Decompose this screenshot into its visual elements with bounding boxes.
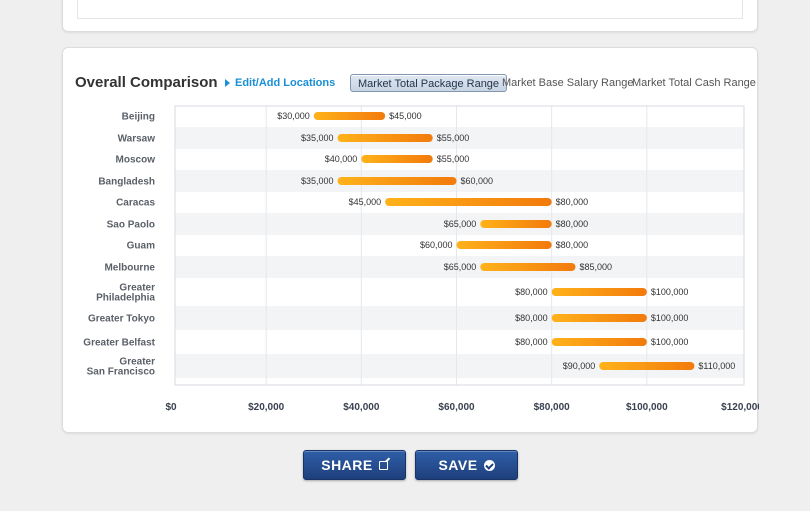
edit-locations-label: Edit/Add Locations bbox=[235, 77, 336, 89]
range-bar bbox=[385, 198, 552, 206]
low-value-label: $80,000 bbox=[515, 287, 548, 297]
overall-comparison-panel: Overall Comparison Edit/Add Locations Ma… bbox=[62, 47, 759, 433]
previous-panel-frame bbox=[77, 0, 743, 19]
category-label: Warsaw bbox=[118, 134, 156, 145]
category-label: Moscow bbox=[116, 155, 156, 166]
range-bar bbox=[551, 288, 647, 296]
x-tick-label: $0 bbox=[165, 402, 177, 413]
plot-frame bbox=[174, 105, 745, 386]
range-bar bbox=[337, 134, 433, 142]
row-stripe bbox=[175, 170, 744, 192]
range-bar bbox=[480, 263, 576, 271]
low-value-label: $40,000 bbox=[325, 154, 358, 164]
category-label: Melbourne bbox=[104, 263, 155, 274]
high-value-label: $100,000 bbox=[651, 337, 689, 347]
row-stripe bbox=[175, 127, 744, 149]
category-label: Greater bbox=[119, 357, 155, 368]
range-bar bbox=[313, 112, 386, 120]
low-value-label: $60,000 bbox=[420, 240, 453, 250]
range-bar bbox=[337, 177, 457, 185]
x-tick-label: $40,000 bbox=[343, 402, 380, 413]
tab-total-cash-range[interactable]: Market Total Cash Range bbox=[632, 77, 756, 89]
category-label: Philadelphia bbox=[96, 293, 155, 304]
high-value-label: $100,000 bbox=[651, 287, 689, 297]
category-label: Caracas bbox=[116, 198, 155, 209]
low-value-label: $80,000 bbox=[515, 313, 548, 323]
panel-header: Overall Comparison Edit/Add Locations Ma… bbox=[75, 74, 756, 94]
row-stripe bbox=[175, 306, 744, 330]
low-value-label: $65,000 bbox=[444, 219, 477, 229]
range-bar bbox=[480, 220, 552, 228]
high-value-label: $45,000 bbox=[389, 111, 422, 121]
x-tick-label: $20,000 bbox=[248, 402, 285, 413]
low-value-label: $45,000 bbox=[349, 197, 382, 207]
x-tick-label: $60,000 bbox=[438, 402, 475, 413]
check-circle-icon bbox=[483, 459, 495, 471]
high-value-label: $80,000 bbox=[556, 219, 589, 229]
high-value-label: $55,000 bbox=[437, 154, 470, 164]
high-value-label: $80,000 bbox=[556, 240, 589, 250]
x-tick-label: $120,000 bbox=[721, 402, 759, 413]
high-value-label: $80,000 bbox=[556, 197, 589, 207]
category-label: Sao Paolo bbox=[107, 220, 155, 231]
tab-total-package-range[interactable]: Market Total Package Range bbox=[350, 74, 508, 92]
range-bar bbox=[551, 338, 647, 346]
category-label: Greater bbox=[119, 283, 155, 294]
previous-panel bbox=[62, 0, 758, 32]
category-label: Greater Tokyo bbox=[88, 314, 155, 325]
share-label: SHARE bbox=[321, 457, 373, 473]
save-button[interactable]: SAVE bbox=[415, 450, 518, 480]
save-label: SAVE bbox=[438, 457, 478, 473]
low-value-label: $35,000 bbox=[301, 176, 334, 186]
row-stripe bbox=[175, 256, 744, 278]
range-bar bbox=[599, 362, 695, 370]
x-tick-label: $80,000 bbox=[534, 402, 571, 413]
high-value-label: $55,000 bbox=[437, 133, 470, 143]
high-value-label: $110,000 bbox=[698, 361, 735, 371]
range-bar bbox=[361, 155, 433, 163]
external-share-icon bbox=[378, 460, 388, 470]
category-label: Greater Belfast bbox=[83, 338, 155, 349]
category-label: Bangladesh bbox=[98, 177, 155, 188]
category-label: San Francisco bbox=[87, 367, 155, 378]
high-value-label: $60,000 bbox=[461, 176, 494, 186]
share-button[interactable]: SHARE bbox=[303, 450, 406, 480]
edit-locations-link[interactable]: Edit/Add Locations bbox=[225, 77, 335, 89]
high-value-label: $100,000 bbox=[651, 313, 689, 323]
range-bar bbox=[456, 241, 552, 249]
range-chart: $0 $20,000 $40,000 $60,000 $80,000 $100,000 $1… bbox=[83, 105, 759, 413]
low-value-label: $80,000 bbox=[515, 337, 548, 347]
category-label: Beijing bbox=[122, 112, 155, 123]
low-value-label: $30,000 bbox=[277, 111, 310, 121]
panel-title: Overall Comparison bbox=[75, 74, 218, 91]
low-value-label: $90,000 bbox=[563, 361, 596, 371]
high-value-label: $85,000 bbox=[579, 262, 612, 272]
tab-base-salary-range[interactable]: Market Base Salary Range bbox=[502, 77, 634, 89]
row-stripe bbox=[175, 213, 744, 235]
x-tick-label: $100,000 bbox=[626, 402, 668, 413]
category-label: Guam bbox=[127, 241, 155, 252]
low-value-label: $65,000 bbox=[444, 262, 477, 272]
play-triangle-icon bbox=[225, 79, 230, 87]
low-value-label: $35,000 bbox=[301, 133, 334, 143]
range-bar bbox=[551, 314, 647, 322]
